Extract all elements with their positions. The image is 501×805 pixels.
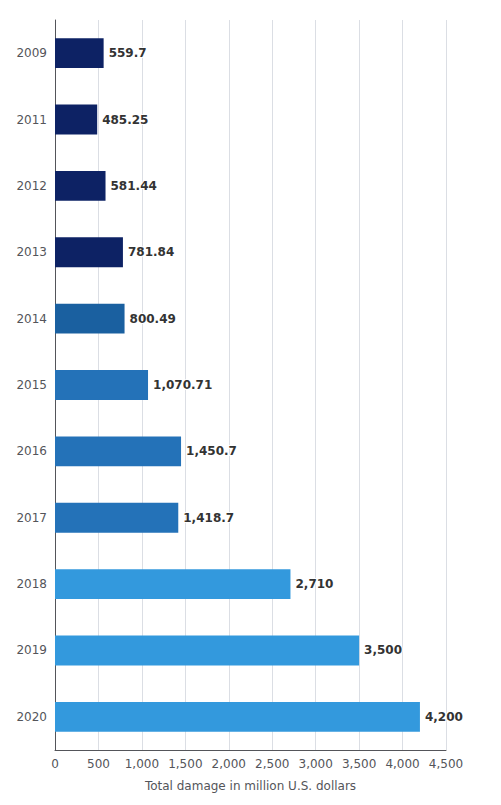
svg-text:1,418.7: 1,418.7	[183, 511, 234, 525]
svg-text:3,500: 3,500	[364, 643, 402, 657]
svg-text:2016: 2016	[16, 444, 47, 458]
svg-text:2019: 2019	[16, 643, 47, 657]
svg-text:4,000: 4,000	[385, 757, 419, 771]
svg-text:2014: 2014	[16, 312, 47, 326]
svg-text:4,200: 4,200	[425, 710, 463, 724]
svg-text:0: 0	[51, 757, 59, 771]
svg-text:3,000: 3,000	[298, 757, 332, 771]
svg-text:2,000: 2,000	[212, 757, 246, 771]
svg-text:2020: 2020	[16, 710, 47, 724]
svg-text:1,070.71: 1,070.71	[153, 378, 212, 392]
svg-text:781.84: 781.84	[128, 245, 174, 259]
svg-text:500: 500	[87, 757, 110, 771]
svg-text:1,000: 1,000	[125, 757, 159, 771]
svg-text:Total damage in million U.S. d: Total damage in million U.S. dollars	[144, 779, 356, 793]
svg-text:1,450.7: 1,450.7	[186, 444, 237, 458]
svg-text:2017: 2017	[16, 511, 47, 525]
svg-text:800.49: 800.49	[130, 312, 176, 326]
svg-text:581.44: 581.44	[111, 179, 157, 193]
svg-text:3,500: 3,500	[342, 757, 376, 771]
svg-text:559.7: 559.7	[109, 46, 147, 60]
svg-text:2018: 2018	[16, 577, 47, 591]
svg-text:2013: 2013	[16, 245, 47, 259]
svg-text:1,500: 1,500	[168, 757, 202, 771]
svg-text:2011: 2011	[16, 113, 47, 127]
svg-text:2009: 2009	[16, 46, 47, 60]
svg-text:485.25: 485.25	[102, 113, 148, 127]
svg-text:2,710: 2,710	[295, 577, 333, 591]
svg-text:4,500: 4,500	[429, 757, 463, 771]
svg-text:2015: 2015	[16, 378, 47, 392]
svg-text:2012: 2012	[16, 179, 47, 193]
svg-text:2,500: 2,500	[255, 757, 289, 771]
